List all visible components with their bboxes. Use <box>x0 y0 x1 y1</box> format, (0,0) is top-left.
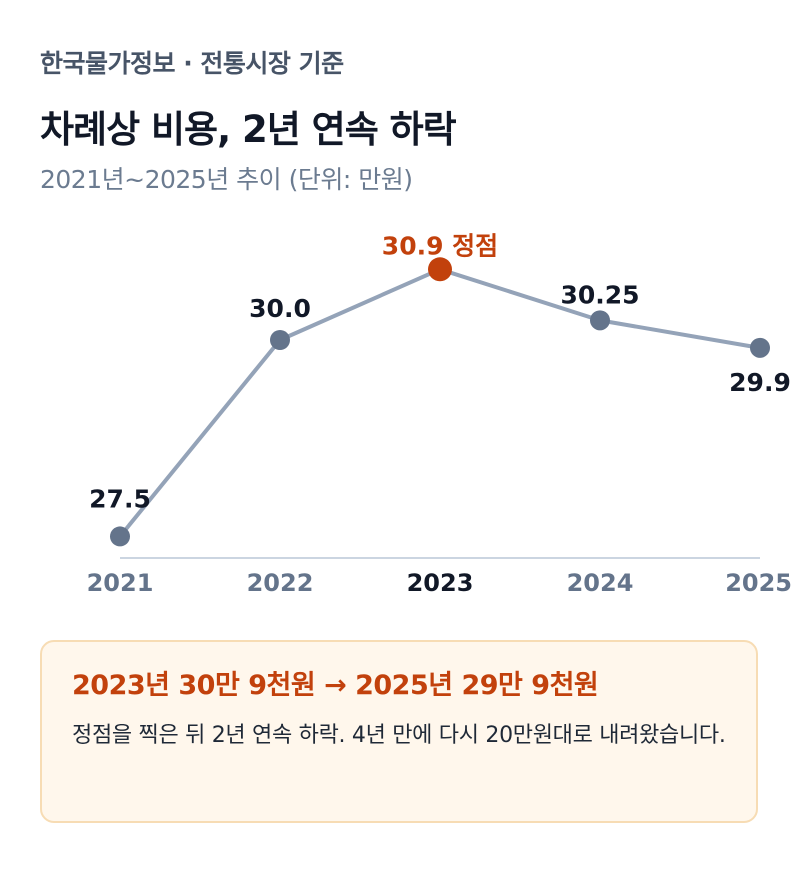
callout-body: 정점을 찍은 뒤 2년 연속 하락. 4년 만에 다시 20만원대로 내려왔습니… <box>72 723 726 748</box>
x-tick-label-2023: 2023 <box>407 569 474 597</box>
series-line <box>118 267 762 539</box>
callout-headline: 2023년 30만 9천원 → 2025년 29만 9천원 <box>72 670 599 701</box>
data-label-2024: 30.25 <box>560 280 639 309</box>
data-point-2024 <box>590 310 610 331</box>
data-point-2025 <box>750 337 770 358</box>
data-label-2025: 29.9 <box>729 368 791 397</box>
data-label-2022: 30.0 <box>249 294 311 323</box>
x-tick-label-2024: 2024 <box>567 569 634 597</box>
chart-source: 한국물가정보 · 전통시장 기준 <box>40 49 344 78</box>
data-label-2021: 27.5 <box>89 484 151 513</box>
data-point-2021 <box>110 526 130 547</box>
chart-subtitle: 2021년~2025년 추이 (단위: 만원) <box>40 165 413 194</box>
data-point-2022 <box>270 330 290 350</box>
line-chart: 27.5 30.0 30.9 정점 30.25 29.9 2021 2022 2023 2024… <box>87 231 792 597</box>
x-tick-label-2021: 2021 <box>87 569 154 597</box>
data-label-2023: 30.9 정점 <box>382 231 498 260</box>
x-tick-label-2025: 2025 <box>725 569 792 597</box>
x-tick-label-2022: 2022 <box>247 569 314 597</box>
chart-title: 차례상 비용, 2년 연속 하락 <box>40 108 457 151</box>
callout-card: 2023년 30만 9천원 → 2025년 29만 9천원 정점을 찍은 뒤 2… <box>40 640 758 823</box>
data-point-2023 <box>428 257 452 282</box>
